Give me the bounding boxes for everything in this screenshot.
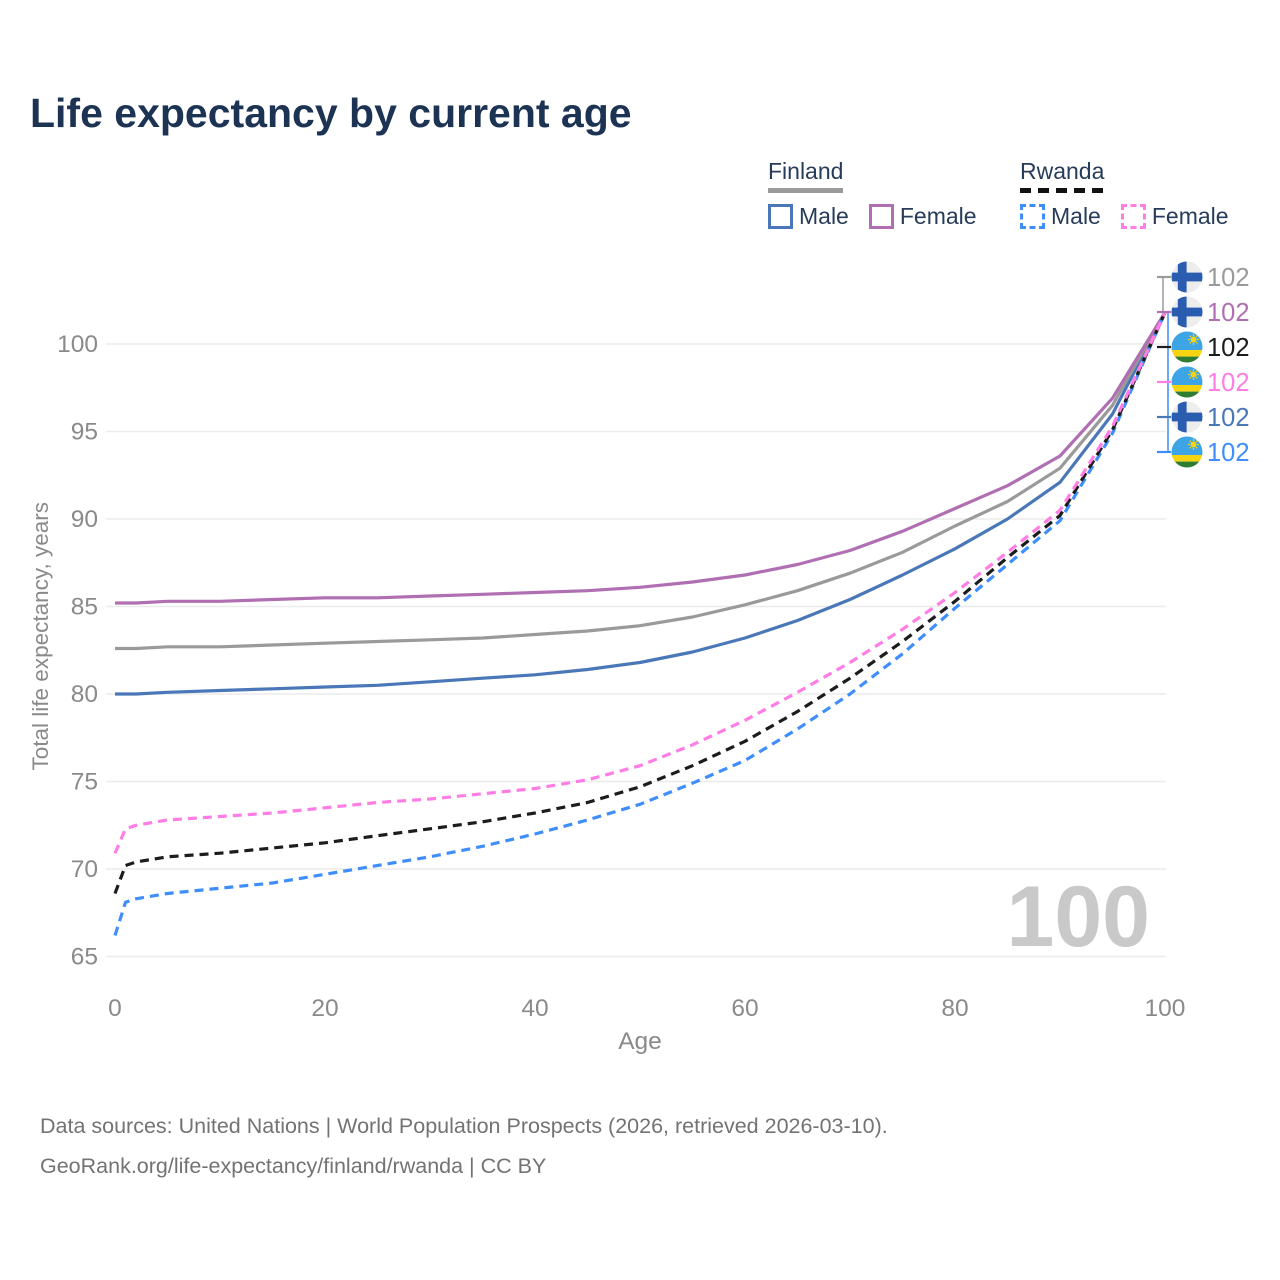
y-axis-tick-label: 80 bbox=[71, 681, 98, 708]
footer: Data sources: United Nations | World Pop… bbox=[40, 1106, 888, 1186]
end-value-label-rwanda-both: 102 bbox=[1207, 334, 1250, 362]
x-axis-tick-label: 100 bbox=[1145, 995, 1186, 1022]
legend-country-finland: Finland bbox=[768, 158, 844, 193]
end-value-label-finland-female: 102 bbox=[1207, 299, 1250, 327]
legend-label-finland-male: Male bbox=[799, 203, 849, 229]
legend-group-rwanda: Rwanda Male Female bbox=[1020, 158, 1229, 230]
series-line-finland-both bbox=[115, 311, 1167, 651]
end-value-label-rwanda-male: 102 bbox=[1207, 439, 1250, 467]
end-value-label-finland-male: 102 bbox=[1207, 404, 1250, 432]
legend-swatch-rwanda-male bbox=[1020, 204, 1045, 229]
legend-item-rwanda-male[interactable]: Male bbox=[1020, 203, 1101, 230]
series-line-rwanda-male bbox=[113, 311, 1167, 936]
series-line-rwanda-female bbox=[113, 311, 1167, 854]
flag-icon-finland bbox=[1171, 401, 1203, 433]
series-line-finland-male bbox=[115, 311, 1167, 696]
x-axis-tick-label: 40 bbox=[521, 995, 548, 1022]
x-axis-tick-label: 20 bbox=[311, 995, 338, 1022]
end-value-label-finland-both: 102 bbox=[1207, 264, 1250, 292]
y-axis-tick-label: 70 bbox=[71, 856, 98, 883]
legend-item-rwanda-female[interactable]: Female bbox=[1120, 203, 1229, 230]
x-axis-tick-label: 60 bbox=[731, 995, 758, 1022]
age-counter-watermark: 100 bbox=[1007, 869, 1151, 965]
legend-country-rwanda-label: Rwanda bbox=[1020, 158, 1105, 184]
y-axis-title: Total life expectancy, years bbox=[28, 502, 53, 770]
series-line-rwanda-both bbox=[113, 311, 1167, 895]
y-axis-tick-label: 65 bbox=[71, 944, 98, 971]
footer-data-sources: Data sources: United Nations | World Pop… bbox=[40, 1114, 888, 1138]
legend-linestyle-solid-sample bbox=[768, 188, 844, 193]
footer-attribution-url: GeoRank.org/life-expectancy/finland/rwan… bbox=[40, 1154, 547, 1178]
y-axis-tick-label: 90 bbox=[71, 506, 98, 533]
y-axis-tick-label: 75 bbox=[71, 769, 98, 796]
flag-icon-rwanda bbox=[1171, 436, 1203, 468]
legend-label-rwanda-male: Male bbox=[1051, 203, 1101, 229]
legend-item-finland-female[interactable]: Female bbox=[868, 203, 977, 230]
y-axis-tick-label: 100 bbox=[57, 331, 98, 358]
page-title: Life expectancy by current age bbox=[30, 90, 632, 136]
flag-icon-rwanda bbox=[1171, 331, 1203, 363]
series-line-finland-female bbox=[115, 311, 1167, 605]
legend-linestyle-dashed-sample bbox=[1020, 188, 1105, 193]
flag-icon-finland bbox=[1171, 261, 1203, 293]
flag-icon-finland bbox=[1171, 296, 1203, 328]
legend-country-rwanda: Rwanda bbox=[1020, 158, 1105, 193]
legend-swatch-finland-female bbox=[868, 204, 894, 229]
legend-item-finland-male[interactable]: Male bbox=[768, 203, 849, 230]
x-axis-title: Age bbox=[618, 1028, 662, 1055]
legend-swatch-finland-male bbox=[768, 204, 793, 229]
legend-group-finland: Finland Male Female bbox=[768, 158, 977, 230]
legend-swatch-rwanda-female bbox=[1120, 204, 1146, 229]
flag-icon-rwanda bbox=[1171, 366, 1203, 398]
x-axis-tick-label: 80 bbox=[941, 995, 968, 1022]
y-axis-tick-label: 85 bbox=[71, 594, 98, 621]
end-value-label-rwanda-female: 102 bbox=[1207, 369, 1250, 397]
x-axis-tick-label: 0 bbox=[108, 995, 122, 1022]
legend-label-rwanda-female: Female bbox=[1151, 203, 1229, 229]
y-axis-tick-label: 95 bbox=[71, 419, 98, 446]
legend-country-finland-label: Finland bbox=[768, 158, 844, 184]
legend-label-finland-female: Female bbox=[899, 203, 977, 229]
